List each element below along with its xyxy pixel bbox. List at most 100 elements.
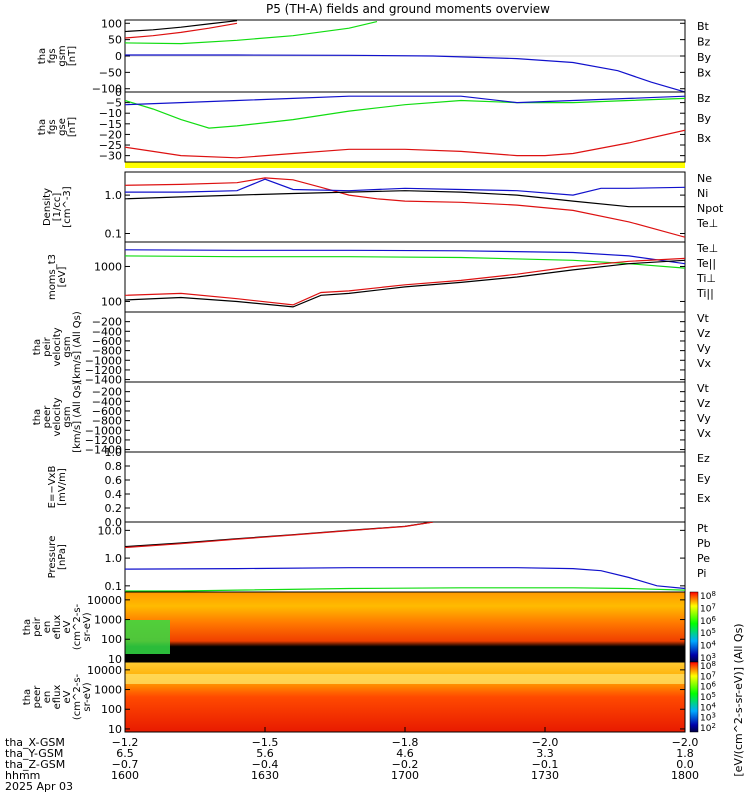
y-axis-label: sr-eV) [82,682,93,711]
y-axis-label: [nT] [67,46,78,66]
x-tick-label: −0.2 [392,758,419,771]
panel-pressure: 10.0 1.0 0.1 Pressure [nPa] Pt Pb Pe Pi [47,521,711,593]
y-tick-label: −20 [99,128,122,141]
x-tick-label: −0.4 [252,758,279,771]
y-tick-label: −5 [106,97,122,110]
y-tick-label: 0.1 [105,580,123,593]
x-tick-label: 5.6 [256,747,274,760]
y-axis-label: [eV] [57,267,68,288]
y-tick-label: −1000 [85,354,122,367]
legend-Vx: Vx [697,357,712,370]
legend-Vt: Vt [697,382,710,395]
panel-frame [124,311,686,383]
y-tick-label: −1400 [85,374,122,387]
y-axis-label: [km/s] (All Qs) [72,311,83,383]
series-Pe [125,587,685,592]
series-Npot [125,178,685,196]
colorbar [689,591,699,663]
legend-Bx: Bx [697,67,712,80]
y-axis-label: tha [22,689,33,705]
series-Pb [125,522,434,549]
series-Bx [125,95,685,106]
y-tick-label: −1000 [85,424,122,437]
series-By [125,21,378,45]
y-tick-label: −600 [92,335,122,348]
panel-moms_t3: 1000 100 moms_t3 [eV] Te⊥ Te|| Ti⊥ Ti|| [47,241,718,313]
y-axis-label: tha [32,409,43,425]
y-tick-label: 10.0 [98,524,123,537]
y-tick-label: 0.4 [105,488,123,501]
y-tick-label: −400 [92,325,122,338]
legend-Pi: Pi [697,567,706,580]
legend-Vt: Vt [697,312,710,325]
legend-Ti||: Ti|| [696,287,714,300]
quality-flag-bar [125,162,685,168]
y-axis-label: [1/cc] [52,193,63,222]
y-axis-label: fgs [47,48,58,63]
legend-Ex: Ex [697,492,711,505]
y-axis-label: eflux [52,615,63,640]
legend-Te||: Te|| [696,257,716,270]
series-Ne [125,177,685,238]
panel-peir_en_eflux: 10000 1000 100 10 tha peir en eflux eV (cm^2-s-sr… [22,590,716,666]
legend-By: By [697,112,712,125]
colorbar-tick-label: 103 [700,652,716,664]
y-tick-label: 1.0 [105,446,123,459]
legend-Bz: Bz [697,92,711,105]
y-axis-label: eV [62,620,73,633]
y-axis-label: tha [32,339,43,355]
series-Te⊥ [125,257,685,306]
x-tick-label: −1.8 [392,736,419,749]
panel-peer_velocity: −200−400−600−800−1000−1200−1400 tha peer ve… [32,381,712,456]
y-axis-label: peer [32,685,43,709]
legend-Bx: Bx [697,132,712,145]
x-tick-label: 1630 [251,769,279,782]
x-tick-label: −0.7 [112,758,139,771]
y-axis-label: [nPa] [57,544,68,570]
y-tick-label: 0.8 [105,460,123,473]
legend-Te⊥: Te⊥ [696,217,718,230]
y-tick-label: 0.2 [105,502,123,515]
y-tick-label: −1400 [85,444,122,457]
y-axis-label: [cm^-3] [62,186,73,227]
spectrogram-image [125,662,685,732]
y-tick-label: −15 [99,118,122,131]
x-tick-label: −2.0 [532,736,559,749]
y-tick-label: 0 [115,86,122,99]
y-axis-label: tha [37,119,48,135]
panel-fgs_gse: 0−5−10−15−20−25−30 tha fgs gse [nT] Bz By Bx [37,86,712,163]
legend-Ti⊥: Ti⊥ [696,272,716,285]
x-tick-label: 3.3 [536,747,554,760]
series-Bz [125,129,685,159]
y-tick-label: 50 [108,34,122,47]
legend-Vx: Vx [697,427,712,440]
legend-Ey: Ey [697,472,711,485]
colorbar-tick-label: 108 [700,660,716,672]
y-axis-label: gsm [62,406,73,427]
legend-Ni: Ni [697,187,708,200]
legend-Vz: Vz [697,327,711,340]
x-tick-label: 4.6 [396,747,414,760]
y-tick-label: 10000 [87,664,122,677]
y-axis-label: peer [42,405,53,429]
y-tick-label: 1.0 [105,552,123,565]
y-tick-label: −600 [92,405,122,418]
x-row-label: hhmm [5,769,40,782]
panel-peir_velocity: −200−400−600−800−1000−1200−1400 tha peir ve… [32,311,712,386]
colorbar-tick-label: 105 [700,691,716,703]
x-tick-label: −1.5 [252,736,279,749]
y-axis-label: en [42,691,53,704]
panel-frame [124,241,686,313]
y-axis-label: gse [57,118,68,136]
y-tick-label: 1000 [94,260,122,273]
x-tick-label: 1600 [111,769,139,782]
colorbar-tick-label: 108 [700,590,716,602]
y-tick-label: 100 [101,295,122,308]
spectrogram-image [125,592,685,662]
legend-Vy: Vy [697,342,711,355]
y-axis-label: sr-eV) [82,612,93,641]
series-Te|| [125,259,685,308]
figure-title: P5 (TH-A) fields and ground moments over… [266,2,550,16]
legend-Bz: Bz [697,36,711,49]
